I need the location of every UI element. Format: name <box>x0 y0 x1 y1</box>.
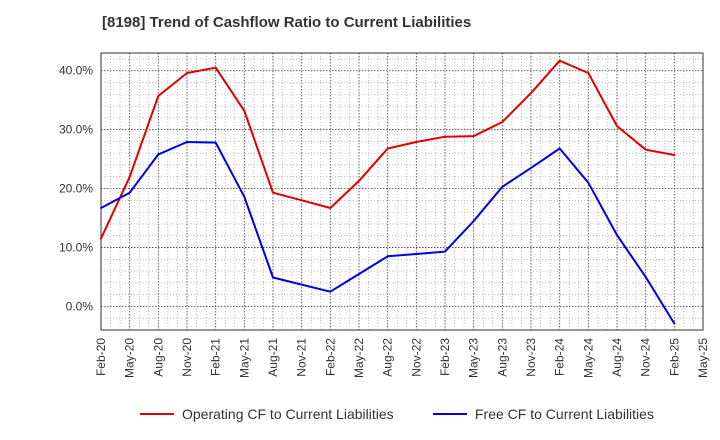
x-tick-label: May-21 <box>237 338 251 378</box>
y-tick-label: 20.0% <box>59 182 93 196</box>
x-tick-label: Feb-25 <box>667 338 681 376</box>
x-tick-label: May-23 <box>467 338 481 378</box>
x-tick-label: Aug-22 <box>381 338 395 377</box>
y-tick-label: 30.0% <box>59 123 93 137</box>
x-tick-label: May-20 <box>123 338 137 378</box>
chart-title: [8198] Trend of Cashflow Ratio to Curren… <box>102 14 472 31</box>
y-tick-label: 10.0% <box>59 240 93 254</box>
grid-layer <box>100 53 704 331</box>
x-tick-label: Aug-20 <box>151 338 165 377</box>
x-tick-label: May-24 <box>581 338 595 378</box>
x-tick-label: Feb-22 <box>323 338 337 376</box>
legend-label: Free CF to Current Liabilities <box>475 406 654 422</box>
x-tick-label: Aug-21 <box>266 338 280 377</box>
y-tick-label: 0.0% <box>66 299 94 313</box>
x-tick-label: Nov-20 <box>180 338 194 377</box>
series-layer <box>100 59 676 325</box>
x-tick-label: Feb-20 <box>94 338 108 376</box>
x-tick-label: Feb-24 <box>553 338 567 376</box>
x-tick-label: May-25 <box>696 338 710 378</box>
x-tick-label: Aug-24 <box>610 338 624 377</box>
legend: Operating CF to Current Liabilities Free … <box>140 406 654 422</box>
y-tick-label: 40.0% <box>59 64 93 78</box>
axis-layer: 0.0% 10.0% 20.0% 30.0% 40.0% Feb-20 May-20 Aug-… <box>59 64 710 378</box>
series-line-free-cf <box>100 141 676 325</box>
x-tick-label: Feb-21 <box>209 338 223 376</box>
x-tick-label: Aug-23 <box>495 338 509 377</box>
x-tick-label: Nov-23 <box>524 338 538 377</box>
x-tick-label: May-22 <box>352 338 366 378</box>
x-tick-label: Nov-21 <box>295 338 309 377</box>
x-tick-label: Nov-24 <box>639 338 653 377</box>
x-tick-label: Nov-22 <box>409 338 423 377</box>
plot-frame <box>100 52 704 331</box>
legend-label: Operating CF to Current Liabilities <box>182 406 394 422</box>
x-tick-label: Feb-23 <box>438 338 452 376</box>
series-line-operating-cf <box>100 59 676 240</box>
